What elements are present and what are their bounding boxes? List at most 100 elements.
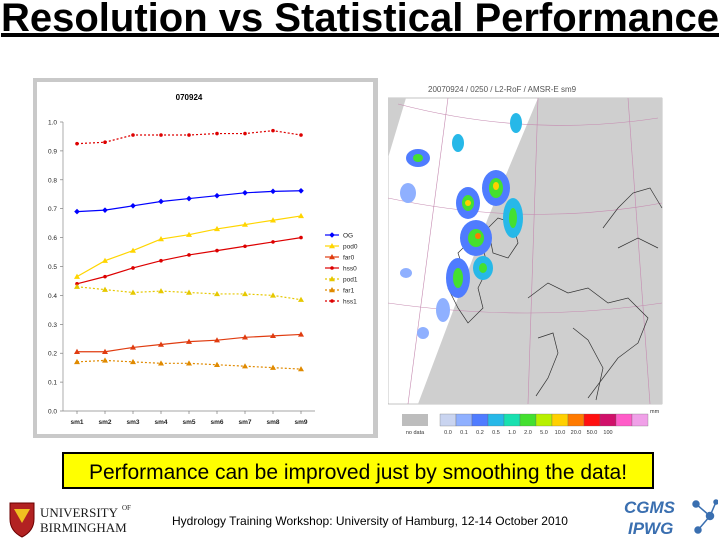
data-point-OG xyxy=(130,203,136,209)
color-swatch xyxy=(439,413,457,427)
legend-marker-pod1 xyxy=(329,276,335,282)
data-point-hss1 xyxy=(215,131,219,136)
legend-tick-label: 0.1 xyxy=(460,430,468,436)
data-point-hss1 xyxy=(103,140,107,145)
data-point-OG xyxy=(102,207,108,213)
data-point-far0 xyxy=(102,348,108,354)
graticule xyxy=(387,97,663,405)
data-point-hss0 xyxy=(215,248,219,253)
data-point-far1 xyxy=(102,357,108,363)
data-point-pod0 xyxy=(74,273,80,279)
data-point-hss0 xyxy=(299,235,303,240)
x-tick-label: sm2 xyxy=(98,419,111,426)
data-point-far1 xyxy=(186,360,192,366)
data-point-pod1 xyxy=(186,289,192,295)
y-tick-label: 0.1 xyxy=(48,380,57,387)
map-header: 20070924 / 0250 / L2-RoF / AMSR-E sm9 xyxy=(428,85,577,94)
precipitation-map: 20070924 / 0250 / L2-RoF / AMSR-E sm9 xyxy=(387,85,663,436)
legend-tick-label: 2.0 xyxy=(524,430,532,436)
data-point-far1 xyxy=(270,364,276,370)
legend-no-data xyxy=(402,414,428,426)
legend-label-pod0: pod0 xyxy=(343,244,358,251)
map-legend: no data 0.0 0.1 0.2 0.5 1.0 2.0 5.0 10.0 20.0 50.0… xyxy=(402,409,660,436)
logo-line1: UNIVERSITY xyxy=(40,505,119,520)
legend-label-far1: far1 xyxy=(343,288,355,295)
legend-marker-far0 xyxy=(329,254,335,260)
x-tick-label: sm8 xyxy=(266,419,279,426)
color-swatch xyxy=(599,413,617,427)
legend-tick-label: 0.2 xyxy=(476,430,484,436)
data-point-pod0 xyxy=(298,212,304,219)
x-tick-label: sm7 xyxy=(238,419,251,426)
data-point-hss0 xyxy=(187,253,191,257)
data-point-pod0 xyxy=(186,231,192,237)
data-point-pod0 xyxy=(130,247,136,253)
data-point-far0 xyxy=(242,334,248,340)
color-swatch xyxy=(519,413,537,427)
color-swatch xyxy=(471,413,489,427)
chart-title: 070924 xyxy=(176,93,203,102)
data-point-hss0 xyxy=(159,258,163,263)
data-point-hss1 xyxy=(187,133,191,137)
legend-marker-hss0 xyxy=(330,266,334,270)
data-point-far1 xyxy=(158,360,164,366)
network-icon xyxy=(692,499,718,534)
legend-label-pod1: pod1 xyxy=(343,277,358,284)
data-point-OG xyxy=(158,198,164,205)
data-point-pod0 xyxy=(242,221,248,227)
data-point-pod1 xyxy=(298,296,304,302)
data-point-hss1 xyxy=(75,141,79,146)
legend-marker-hss1 xyxy=(330,299,334,303)
chart-panel: 070924 0.0 0.1 0.2 0.3 0.4 0.5 0.6 0.7 0.8 0.9 1.0 s… xyxy=(33,78,378,438)
y-tick-label: 0.9 xyxy=(48,148,57,155)
color-swatch xyxy=(535,413,553,427)
legend-tick-label: 1.0 xyxy=(508,430,516,436)
data-point-pod1 xyxy=(102,286,108,292)
data-point-hss0 xyxy=(103,274,107,279)
data-point-far1 xyxy=(298,366,304,372)
legend-tick-label: 0.0 xyxy=(444,430,452,436)
color-swatch xyxy=(503,413,521,427)
legend-tick-label: 50.0 xyxy=(587,430,598,436)
x-tick-label: sm4 xyxy=(154,419,167,426)
legend-unit: mm xyxy=(650,409,660,415)
slide-title: Resolution vs Statistical Performance xyxy=(0,0,719,40)
y-tick-label: 0.5 xyxy=(48,264,57,271)
coastlines xyxy=(447,187,663,401)
color-swatch xyxy=(567,413,585,427)
data-point-far1 xyxy=(242,363,248,369)
data-point-pod1 xyxy=(74,283,80,289)
logo-sup: OF xyxy=(122,504,131,512)
color-swatch xyxy=(487,413,505,427)
y-tick-label: 1.0 xyxy=(48,120,57,127)
data-point-far0 xyxy=(158,341,164,347)
legend-tick-label: 100 xyxy=(603,430,612,436)
data-point-pod1 xyxy=(242,290,248,297)
legend-label-hss1: hss1 xyxy=(343,299,357,306)
data-point-far1 xyxy=(74,358,80,365)
logo-ipwg-text: IPWG xyxy=(628,519,673,538)
cgms-ipwg-logo: CGMS IPWG xyxy=(624,498,718,538)
legend-marker-pod0 xyxy=(329,243,335,249)
data-point-hss0 xyxy=(243,244,247,249)
color-swatch xyxy=(615,413,633,427)
data-point-hss1 xyxy=(159,133,163,137)
legend-tick-label: no data xyxy=(406,430,425,436)
data-point-hss0 xyxy=(271,240,275,244)
no-data-swath xyxy=(418,98,662,404)
data-point-far1 xyxy=(130,358,136,365)
x-tick-label: sm3 xyxy=(126,419,139,426)
y-tick-label: 0.7 xyxy=(48,206,57,213)
data-point-hss0 xyxy=(131,266,135,270)
logo-line2: BIRMINGHAM xyxy=(40,520,127,535)
data-point-pod0 xyxy=(214,225,220,232)
y-tick-label: 0.2 xyxy=(48,351,57,358)
legend-marker-far1 xyxy=(329,287,335,293)
legend-marker-OG xyxy=(329,232,335,238)
legend-label-hss0: hss0 xyxy=(343,266,357,273)
data-point-pod1 xyxy=(214,290,220,297)
line-chart: 070924 0.0 0.1 0.2 0.3 0.4 0.5 0.6 0.7 0.8 0.9 1.0 s… xyxy=(37,82,373,434)
plot-background xyxy=(37,82,373,434)
x-tick-label: sm1 xyxy=(70,419,83,426)
legend-label-far0: far0 xyxy=(343,255,355,262)
